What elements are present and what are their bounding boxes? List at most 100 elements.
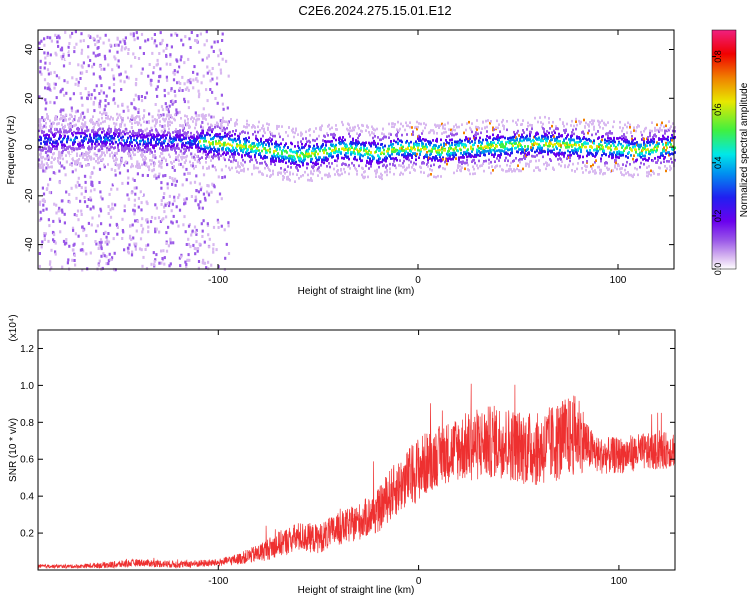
heatmap-cell <box>317 152 319 156</box>
heatmap-cell <box>393 125 395 129</box>
heatmap-cell <box>307 173 309 177</box>
heatmap-cell <box>573 132 575 136</box>
heatmap-cell <box>629 163 631 166</box>
heatmap-cell <box>125 143 127 146</box>
heatmap-cell <box>165 159 167 163</box>
heatmap-cell <box>162 49 165 53</box>
heatmap-cell <box>94 43 97 47</box>
heatmap-cell <box>348 163 350 167</box>
heatmap-cell <box>215 140 217 143</box>
heatmap-cell <box>190 233 193 237</box>
heatmap-cell <box>128 149 130 153</box>
heatmap-cell <box>79 147 81 150</box>
heatmap-cell <box>74 140 76 144</box>
heatmap-cell <box>140 129 142 132</box>
heatmap-cell <box>352 137 354 141</box>
heatmap-cell <box>274 134 276 138</box>
heatmap-cell <box>294 157 296 161</box>
heatmap-cell <box>318 158 320 161</box>
heatmap-cell <box>57 209 60 213</box>
heatmap-cell <box>627 121 629 125</box>
heatmap-cell <box>599 125 601 129</box>
heatmap-cell <box>236 149 238 152</box>
heatmap-cell <box>141 230 144 234</box>
heatmap-cell <box>459 160 461 164</box>
heatmap-cell <box>510 138 512 142</box>
heatmap-cell <box>297 144 299 148</box>
heatmap-cell <box>241 154 243 157</box>
heatmap-cell <box>42 208 45 212</box>
heatmap-cell <box>81 152 84 156</box>
heatmap-cell <box>248 151 250 155</box>
heatmap-cell <box>96 40 99 44</box>
heatmap-cell <box>625 136 627 139</box>
heatmap-cell <box>111 151 113 155</box>
heatmap-cell <box>246 125 248 129</box>
heatmap-cell <box>216 218 219 222</box>
heatmap-cell <box>166 186 169 190</box>
heatmap-cell <box>150 78 153 82</box>
heatmap-cell <box>195 151 198 155</box>
heatmap-cell <box>608 142 610 145</box>
heatmap-cell <box>290 149 292 153</box>
heatmap-cell <box>146 127 148 131</box>
heatmap-cell <box>155 128 157 131</box>
heatmap-cell <box>141 227 145 231</box>
heatmap-cell <box>146 142 148 146</box>
heatmap-cell <box>124 42 127 46</box>
heatmap-cell <box>173 195 176 199</box>
heatmap-cell <box>456 132 458 136</box>
heatmap-cell <box>219 126 221 130</box>
heatmap-cell <box>557 139 559 143</box>
heatmap-cell <box>366 161 368 164</box>
heatmap-cell <box>406 139 408 143</box>
heatmap-cell <box>397 142 399 146</box>
heatmap-cell <box>509 164 511 168</box>
heatmap-cell <box>526 128 528 131</box>
heatmap-cell <box>67 147 69 150</box>
heatmap-cell <box>74 184 77 188</box>
heatmap-cell <box>160 41 163 45</box>
heatmap-cell <box>374 142 376 146</box>
heatmap-cell <box>231 138 233 142</box>
heatmap-cell <box>67 258 70 262</box>
heatmap-cell <box>59 230 62 234</box>
heatmap-cell <box>96 154 98 158</box>
heatmap-cell <box>176 81 179 85</box>
heatmap-cell <box>114 134 116 137</box>
heatmap-cell <box>119 129 121 132</box>
heatmap-cell <box>247 131 249 135</box>
heatmap-cell <box>108 148 110 152</box>
heatmap-cell <box>195 123 197 127</box>
heatmap-cell <box>276 143 278 146</box>
heatmap-cell <box>160 165 163 169</box>
heatmap-cell <box>387 152 389 156</box>
heatmap-cell <box>51 143 53 146</box>
heatmap-cell <box>164 102 167 106</box>
heatmap-cell <box>128 144 130 148</box>
heatmap-cell <box>538 151 540 155</box>
heatmap-cell <box>196 145 198 149</box>
heatmap-cell <box>582 171 584 174</box>
heatmap-cell <box>47 183 50 187</box>
heatmap-cell <box>193 136 195 139</box>
heatmap-cell <box>165 215 168 219</box>
heatmap-cell <box>296 167 298 170</box>
heatmap-cell <box>179 134 181 138</box>
heatmap-cell <box>627 156 629 159</box>
heatmap-cell <box>618 141 620 145</box>
heatmap-cell <box>154 230 157 234</box>
heatmap-cell <box>402 161 404 165</box>
heatmap-cell <box>224 256 227 260</box>
heatmap-cell <box>588 153 590 156</box>
heatmap-cell <box>553 135 555 138</box>
heatmap-cell <box>182 43 185 47</box>
heatmap-cell <box>214 126 216 129</box>
heatmap-cell <box>134 153 136 156</box>
heatmap-cell <box>305 130 307 134</box>
heatmap-cell <box>152 71 155 75</box>
heatmap-cell <box>98 75 101 79</box>
heatmap-cell <box>114 203 117 207</box>
heatmap-cell <box>354 152 356 155</box>
heatmap-cell <box>248 140 250 143</box>
